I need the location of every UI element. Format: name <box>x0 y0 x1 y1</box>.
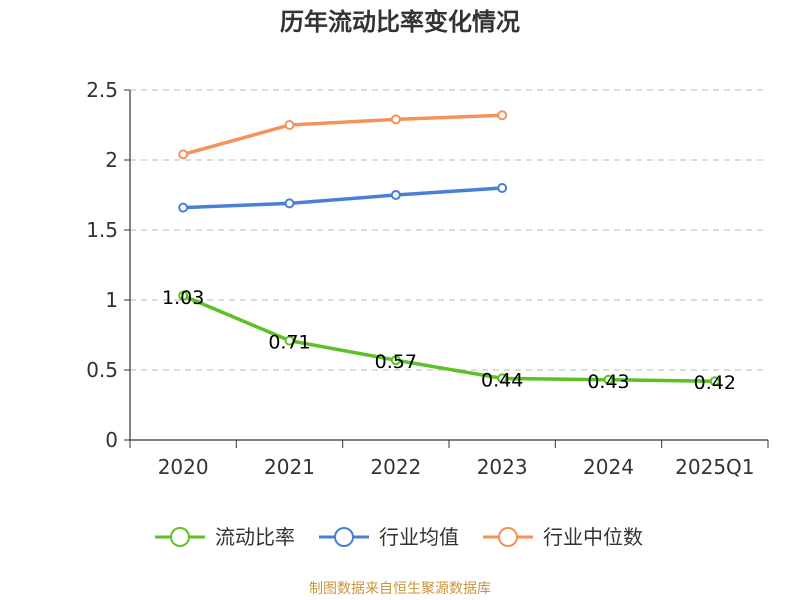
axes: 0 0.5 1 1.5 2 2.5 2020 2021 2022 2023 2024 2025Q1 <box>86 78 769 479</box>
data-point <box>390 114 401 125</box>
data-point <box>497 110 508 121</box>
legend-item[interactable]: 行业均值 <box>319 525 459 549</box>
data-label: 0.42 <box>694 372 736 394</box>
y-tick-label: 0.5 <box>86 358 118 382</box>
legend-marker <box>170 527 190 547</box>
legend-item[interactable]: 流动比率 <box>155 525 295 549</box>
x-tick-label: 2025Q1 <box>675 455 754 479</box>
series-line <box>181 113 504 157</box>
data-label: 0.44 <box>481 369 523 391</box>
y-tick-label: 0 <box>105 428 118 452</box>
x-tick-label: 2021 <box>264 455 315 479</box>
data-point <box>284 335 295 346</box>
y-tick-label: 1.5 <box>86 218 118 242</box>
legend-label: 行业中位数 <box>543 525 643 549</box>
data-label: 0.57 <box>375 351 417 373</box>
legend-item[interactable]: 行业中位数 <box>483 525 643 549</box>
data-labels: 1.03 0.71 0.57 0.44 0.43 0.42 <box>162 287 736 394</box>
series-line <box>181 186 504 210</box>
legend: 流动比率 行业均值 行业中位数 <box>155 525 643 549</box>
data-point <box>603 374 614 385</box>
data-point <box>709 376 720 387</box>
data-point <box>390 355 401 366</box>
data-point <box>284 198 295 209</box>
x-tick-label: 2020 <box>158 455 209 479</box>
y-tick-label: 1 <box>105 288 118 312</box>
chart-title: 历年流动比率变化情况 <box>280 8 520 36</box>
series <box>178 110 720 387</box>
x-tick-label: 2023 <box>477 455 528 479</box>
data-point <box>178 290 189 301</box>
data-label: 0.71 <box>268 332 310 354</box>
y-tick-label: 2.5 <box>86 78 118 102</box>
legend-label: 行业均值 <box>379 525 459 549</box>
data-point <box>497 183 508 193</box>
y-tick-label: 2 <box>105 148 118 172</box>
grid-lines <box>130 89 768 371</box>
source-note: 制图数据来自恒生聚源数据库 <box>309 581 491 597</box>
series-line <box>181 294 717 383</box>
legend-marker <box>498 527 518 547</box>
legend-label: 流动比率 <box>215 525 295 549</box>
data-point <box>390 190 401 200</box>
x-tick-label: 2024 <box>583 455 634 479</box>
data-point <box>497 373 508 384</box>
x-tick-label: 2022 <box>370 455 421 479</box>
data-label: 1.03 <box>162 287 204 309</box>
data-point <box>284 120 295 130</box>
data-label: 0.43 <box>587 371 629 393</box>
data-point <box>178 202 189 213</box>
data-point <box>178 149 189 160</box>
legend-marker <box>334 527 354 547</box>
